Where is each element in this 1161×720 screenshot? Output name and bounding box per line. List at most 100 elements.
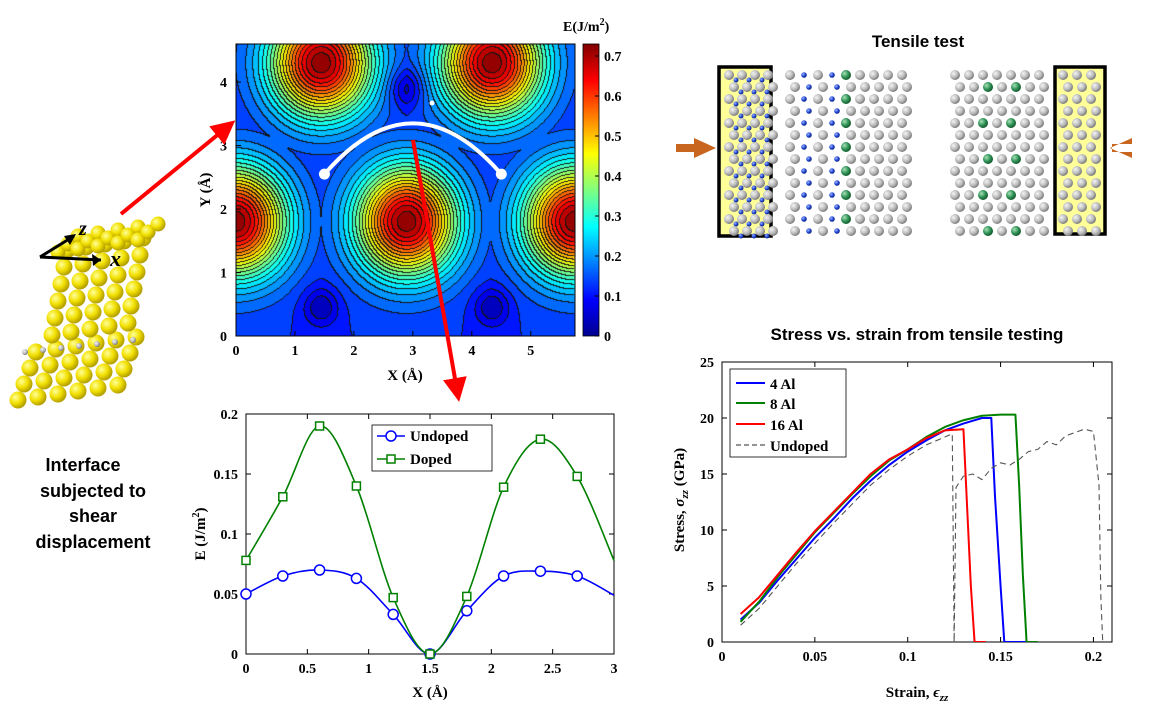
energy-point-undoped <box>350 572 363 585</box>
slab-atom <box>992 94 1002 104</box>
green-atom <box>978 190 988 200</box>
slab-atom <box>818 106 828 116</box>
contour-ytick-label: 1 <box>220 267 227 282</box>
dopant-atom-left <box>746 173 752 179</box>
legend-label-4al: 4 Al <box>770 377 795 393</box>
grip-atom-left <box>729 106 739 116</box>
grip-atom-right <box>1077 130 1087 140</box>
slab-atom <box>902 178 912 188</box>
grip-atom-left <box>755 82 765 92</box>
colorbar-tick-label: 0 <box>604 330 611 345</box>
slab-atom <box>860 130 870 140</box>
dopant-atom-left <box>733 149 739 155</box>
slab-atom <box>846 106 856 116</box>
slab-atom <box>1039 106 1049 116</box>
upper-block-atom <box>43 326 61 344</box>
dopant-atom-left <box>746 149 752 155</box>
slab-atom <box>978 142 988 152</box>
energy-ytick-label: 0 <box>231 648 238 663</box>
grip-atom-right <box>1058 190 1068 200</box>
tensile-title: Tensile test <box>872 32 965 51</box>
slab-atom <box>883 70 893 80</box>
slab-atom <box>888 154 898 164</box>
slab-atom <box>869 70 879 80</box>
slab-atom <box>860 202 870 212</box>
dopant-atom <box>829 192 835 198</box>
left-pull-arrow <box>676 138 716 158</box>
slab-atom <box>1011 106 1021 116</box>
slab-atom <box>855 142 865 152</box>
slab-atom <box>950 190 960 200</box>
contour-xtick-label: 4 <box>468 344 475 359</box>
upper-block-atom <box>87 286 105 304</box>
slab-atom <box>1020 70 1030 80</box>
slab-atom <box>1025 154 1035 164</box>
slab-atom <box>997 202 1007 212</box>
energy-ytick-label: 0.05 <box>214 588 239 603</box>
grip-atom-right <box>1072 166 1082 176</box>
slab-atom <box>969 178 979 188</box>
shear-path-end-point <box>495 168 507 180</box>
slab-atom <box>1034 166 1044 176</box>
slab-atom <box>950 166 960 176</box>
slab-atom <box>1025 226 1035 236</box>
dopant-atom-left <box>746 101 752 107</box>
slab-atom <box>883 190 893 200</box>
slab-atom <box>1006 94 1016 104</box>
grip-atom-left <box>724 70 734 80</box>
slab-atom <box>997 82 1007 92</box>
slab-atom <box>964 70 974 80</box>
z-axis-label: z <box>78 218 87 240</box>
slab-atom <box>950 142 960 152</box>
dopant-atom <box>806 204 812 210</box>
dopant-atom <box>801 120 807 126</box>
dopant-atom-left <box>733 125 739 131</box>
dopant-atom <box>801 216 807 222</box>
slab-atom <box>969 226 979 236</box>
grip-atom-right <box>1091 154 1101 164</box>
energy-series <box>240 421 615 660</box>
colorbar-tick-label: 0.7 <box>604 50 622 65</box>
colorbar-tick-label: 0.2 <box>604 250 622 265</box>
slab-atom <box>813 70 823 80</box>
energy-ytick-label: 0.15 <box>214 468 239 483</box>
upper-block-atom <box>71 272 89 290</box>
dopant-atom <box>801 192 807 198</box>
slab-atom <box>883 94 893 104</box>
slab-atom <box>1006 214 1016 224</box>
slab-atom <box>969 202 979 212</box>
dopant-atom <box>834 204 840 210</box>
grip-atom-right <box>1072 142 1082 152</box>
dopant-atom-left <box>733 101 739 107</box>
grip-atom-left <box>750 214 760 224</box>
slab-atom <box>790 130 800 140</box>
interface-atom <box>94 341 100 347</box>
grip-atom-left <box>750 70 760 80</box>
grip-atom-left <box>768 106 778 116</box>
slab-atom <box>855 70 865 80</box>
grip-atom-left <box>737 166 747 176</box>
slab-atom <box>1006 70 1016 80</box>
stress-legend: 4 Al 8 Al 16 Al Undoped <box>729 368 847 458</box>
stress-ticks: 0 0.05 0.1 0.15 0.2 0 5 10 15 20 25 <box>700 356 1112 665</box>
grip-atom-left <box>729 202 739 212</box>
dopant-atom-left <box>738 233 744 239</box>
lower-block-atom <box>9 391 27 409</box>
grip-atom-left <box>768 82 778 92</box>
lower-block-atom <box>41 356 59 374</box>
lower-block-atom <box>101 347 119 365</box>
grip-atom-left <box>742 130 752 140</box>
grip-atom-left <box>737 142 747 152</box>
lower-block-atom <box>55 369 73 387</box>
slab-atom <box>874 202 884 212</box>
lower-block-atom <box>21 359 39 377</box>
slab-atom <box>874 130 884 140</box>
caption-line-2: subjected to <box>40 481 146 501</box>
slab-atom <box>1034 142 1044 152</box>
slab-atom <box>883 142 893 152</box>
grip-atom-left <box>737 70 747 80</box>
dopant-atom-left <box>764 185 770 191</box>
grip-atom-left <box>729 178 739 188</box>
slab-atom <box>1039 154 1049 164</box>
slab-atom <box>964 190 974 200</box>
